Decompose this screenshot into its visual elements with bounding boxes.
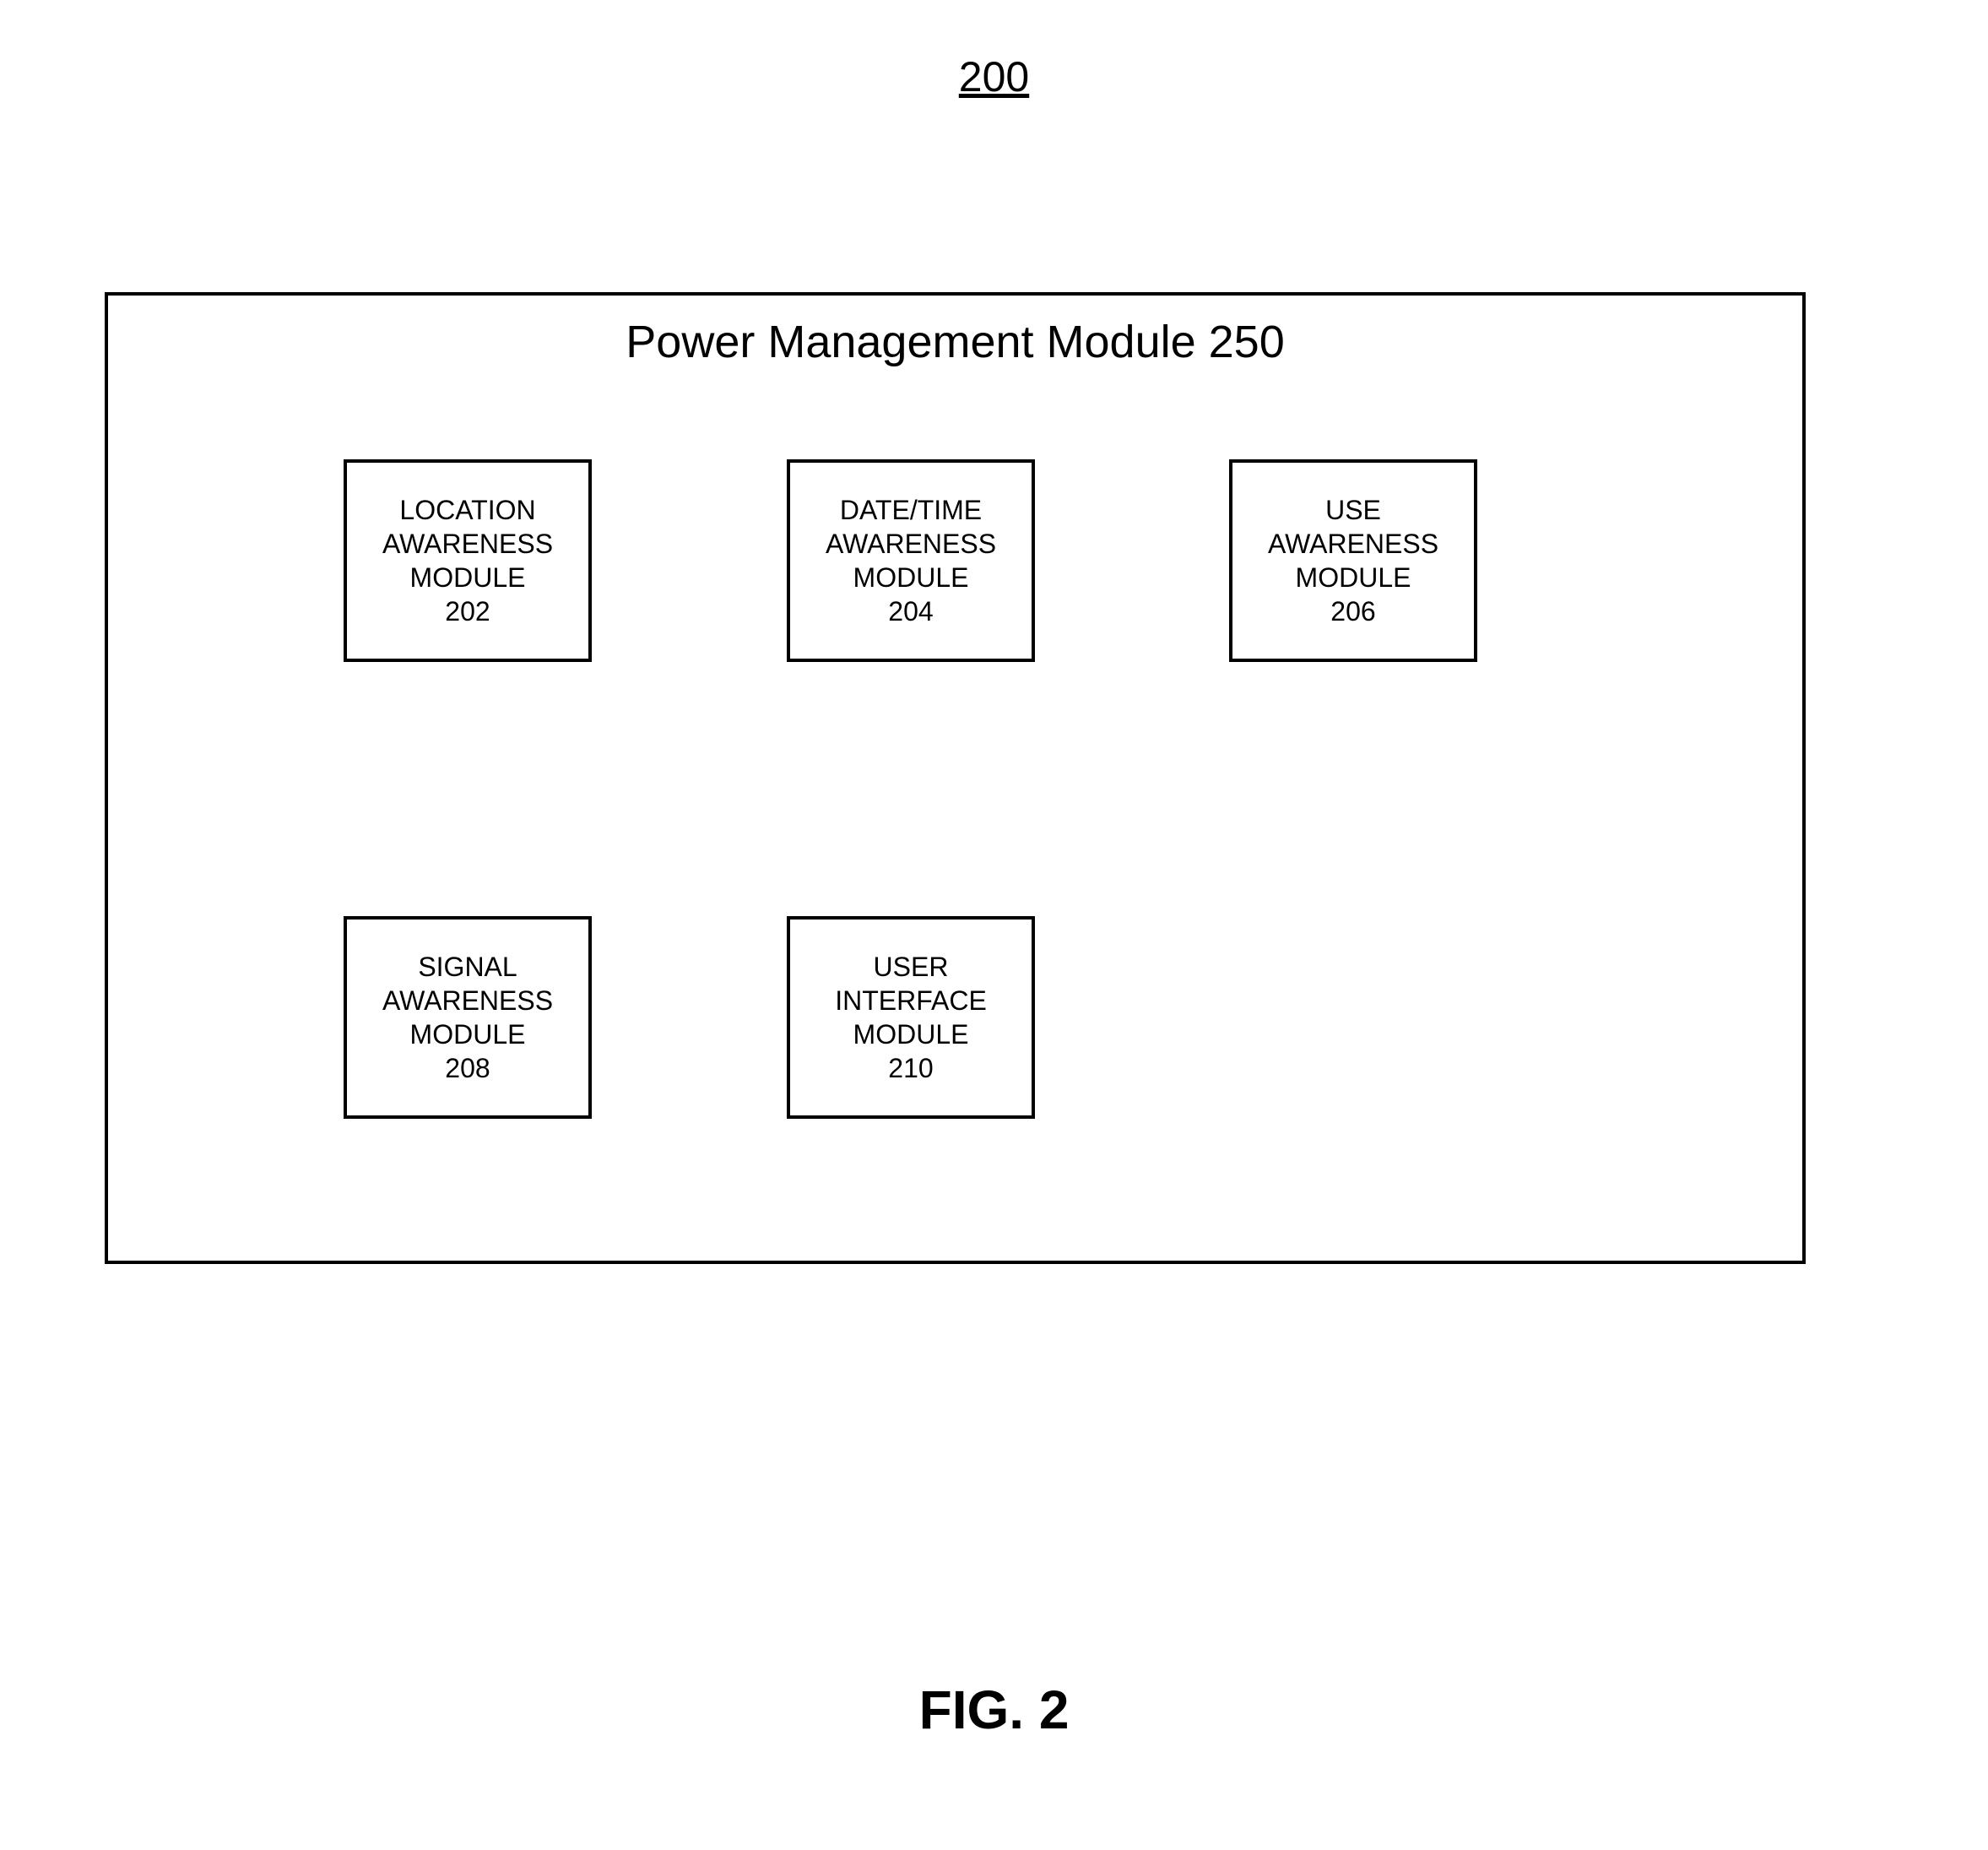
use-awareness-module: USEAWARENESSMODULE206 xyxy=(1229,459,1477,662)
power-management-module-title: Power Management Module 250 xyxy=(626,316,1284,368)
signal-awareness-module-line: SIGNAL xyxy=(418,950,517,984)
signal-awareness-module-line: MODULE xyxy=(410,1017,526,1051)
use-awareness-module-line: USE xyxy=(1325,493,1381,527)
user-interface-module-line: USER xyxy=(874,950,949,984)
date-time-awareness-module-line: DATE/TIME xyxy=(840,493,982,527)
user-interface-module-line: MODULE xyxy=(853,1017,969,1051)
use-awareness-module-line: AWARENESS xyxy=(1268,527,1438,561)
location-awareness-module-line: AWARENESS xyxy=(382,527,553,561)
signal-awareness-module-line: 208 xyxy=(445,1051,490,1085)
user-interface-module-line: INTERFACE xyxy=(835,984,987,1017)
use-awareness-module-line: MODULE xyxy=(1296,561,1411,594)
date-time-awareness-module-line: MODULE xyxy=(853,561,969,594)
user-interface-module-line: 210 xyxy=(888,1051,933,1085)
figure-number: 200 xyxy=(959,52,1029,101)
use-awareness-module-line: 206 xyxy=(1330,594,1375,628)
date-time-awareness-module-line: AWARENESS xyxy=(826,527,996,561)
location-awareness-module-line: MODULE xyxy=(410,561,526,594)
location-awareness-module-line: 202 xyxy=(445,594,490,628)
location-awareness-module: LOCATIONAWARENESSMODULE202 xyxy=(344,459,592,662)
date-time-awareness-module: DATE/TIMEAWARENESSMODULE204 xyxy=(787,459,1035,662)
date-time-awareness-module-line: 204 xyxy=(888,594,933,628)
user-interface-module: USERINTERFACEMODULE210 xyxy=(787,916,1035,1119)
figure-caption: FIG. 2 xyxy=(919,1679,1070,1741)
signal-awareness-module: SIGNALAWARENESSMODULE208 xyxy=(344,916,592,1119)
location-awareness-module-line: LOCATION xyxy=(399,493,535,527)
signal-awareness-module-line: AWARENESS xyxy=(382,984,553,1017)
